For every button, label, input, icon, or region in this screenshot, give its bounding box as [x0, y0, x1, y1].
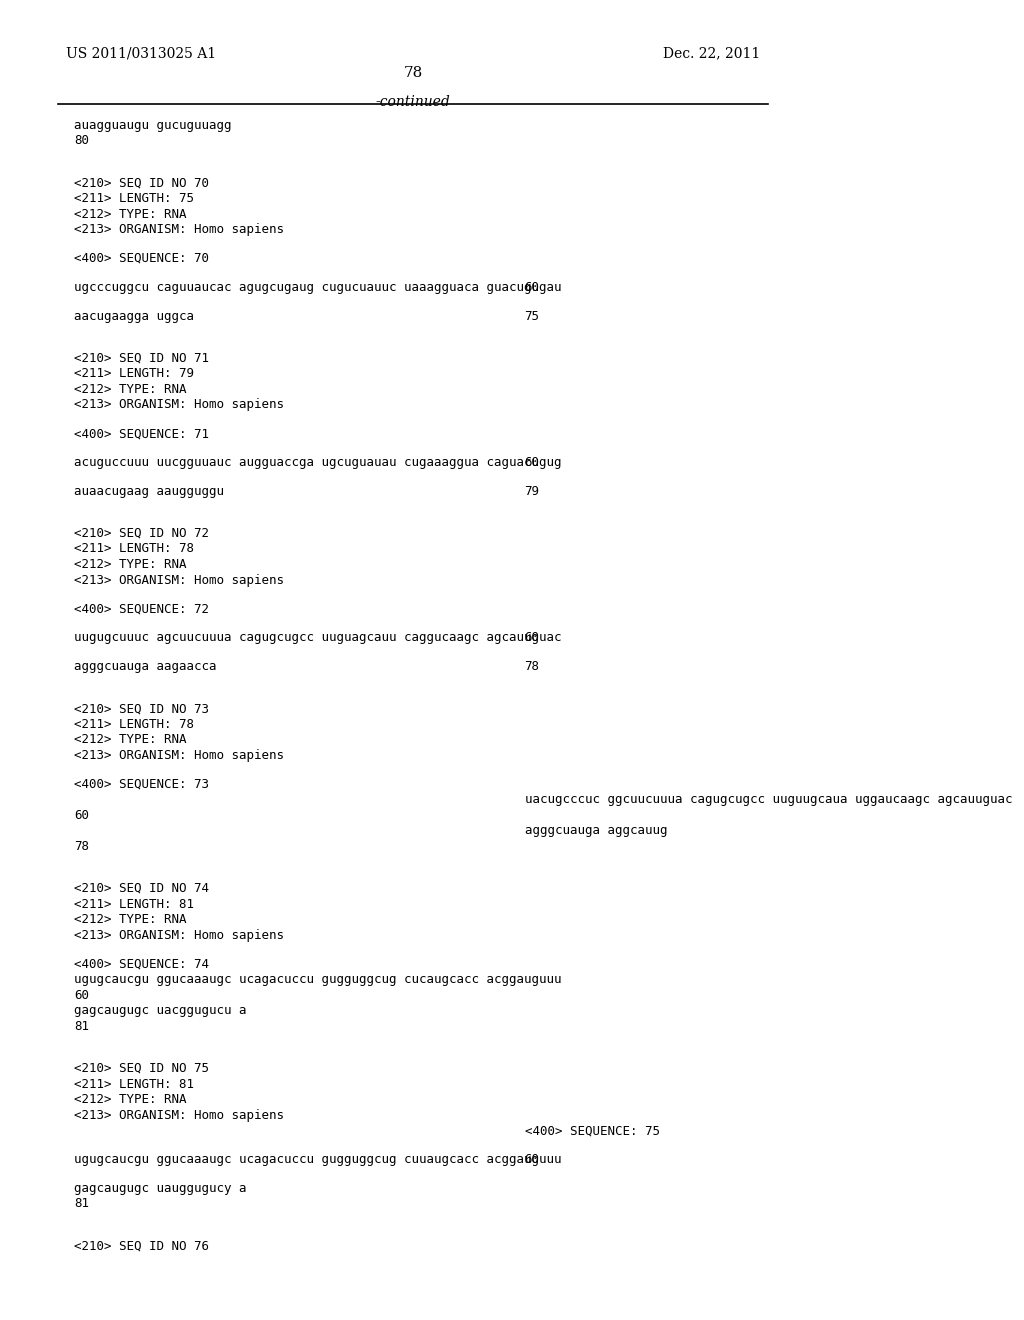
Text: <400> SEQUENCE: 74: <400> SEQUENCE: 74 — [75, 957, 209, 970]
Text: <210> SEQ ID NO 76: <210> SEQ ID NO 76 — [75, 1239, 209, 1253]
Text: <210> SEQ ID NO 72: <210> SEQ ID NO 72 — [75, 527, 209, 540]
Text: <210> SEQ ID NO 73: <210> SEQ ID NO 73 — [75, 702, 209, 715]
Text: <400> SEQUENCE: 72: <400> SEQUENCE: 72 — [75, 602, 209, 615]
Text: 81: 81 — [75, 1197, 89, 1210]
Text: 79: 79 — [524, 484, 540, 498]
Text: <213> ORGANISM: Homo sapiens: <213> ORGANISM: Homo sapiens — [75, 1109, 285, 1122]
Text: <210> SEQ ID NO 70: <210> SEQ ID NO 70 — [75, 177, 209, 190]
Text: <212> TYPE: RNA: <212> TYPE: RNA — [75, 207, 186, 220]
Text: <400> SEQUENCE: 70: <400> SEQUENCE: 70 — [75, 252, 209, 265]
Text: uacugcccuc ggcuucuuua cagugcugcc uuguugcaua uggaucaagc agcauuguac: uacugcccuc ggcuucuuua cagugcugcc uuguugc… — [524, 793, 1012, 807]
Text: <213> ORGANISM: Homo sapiens: <213> ORGANISM: Homo sapiens — [75, 399, 285, 412]
Text: 80: 80 — [75, 135, 89, 148]
Text: <210> SEQ ID NO 71: <210> SEQ ID NO 71 — [75, 351, 209, 364]
Text: <213> ORGANISM: Homo sapiens: <213> ORGANISM: Homo sapiens — [75, 929, 285, 941]
Text: gagcaugugc uauggugucу a: gagcaugugc uauggugucу a — [75, 1181, 247, 1195]
Text: 60: 60 — [524, 281, 540, 294]
Text: <211> LENGTH: 75: <211> LENGTH: 75 — [75, 191, 195, 205]
Text: -continued: -continued — [376, 95, 451, 110]
Text: <212> TYPE: RNA: <212> TYPE: RNA — [75, 913, 186, 927]
Text: Dec. 22, 2011: Dec. 22, 2011 — [663, 46, 760, 61]
Text: 75: 75 — [524, 310, 540, 322]
Text: 60: 60 — [75, 809, 89, 822]
Text: 78: 78 — [524, 660, 540, 673]
Text: auaacugaag aaugguggu: auaacugaag aaugguggu — [75, 484, 224, 498]
Text: auagguaugu gucuguuagg: auagguaugu gucuguuagg — [75, 119, 231, 132]
Text: <211> LENGTH: 78: <211> LENGTH: 78 — [75, 543, 195, 556]
Text: agggcuauga aagaacca: agggcuauga aagaacca — [75, 660, 217, 673]
Text: <400> SEQUENCE: 71: <400> SEQUENCE: 71 — [75, 428, 209, 440]
Text: <211> LENGTH: 79: <211> LENGTH: 79 — [75, 367, 195, 380]
Text: gagcaugugc uacggugucu a: gagcaugugc uacggugucu a — [75, 1005, 247, 1018]
Text: 60: 60 — [524, 1154, 540, 1166]
Text: <400> SEQUENCE: 75: <400> SEQUENCE: 75 — [524, 1125, 659, 1138]
Text: <211> LENGTH: 81: <211> LENGTH: 81 — [75, 898, 195, 911]
Text: 78: 78 — [403, 66, 423, 81]
Text: <212> TYPE: RNA: <212> TYPE: RNA — [75, 1093, 186, 1106]
Text: <210> SEQ ID NO 74: <210> SEQ ID NO 74 — [75, 882, 209, 895]
Text: 78: 78 — [75, 840, 89, 853]
Text: ugugcaucgu ggucaaaugc ucagacuccu gugguggcug cucaugcacc acggauguuu: ugugcaucgu ggucaaaugc ucagacuccu guggugg… — [75, 973, 562, 986]
Text: 60: 60 — [524, 631, 540, 644]
Text: <212> TYPE: RNA: <212> TYPE: RNA — [75, 558, 186, 572]
Text: agggcuauga aggcauug: agggcuauga aggcauug — [524, 825, 667, 837]
Text: <212> TYPE: RNA: <212> TYPE: RNA — [75, 734, 186, 746]
Text: <211> LENGTH: 78: <211> LENGTH: 78 — [75, 718, 195, 731]
Text: 81: 81 — [75, 1020, 89, 1032]
Text: uugugcuuuc agcuucuuua cagugcugcc uuguagcauu caggucaagc agcauuguac: uugugcuuuc agcuucuuua cagugcugcc uuguagc… — [75, 631, 562, 644]
Text: <213> ORGANISM: Homo sapiens: <213> ORGANISM: Homo sapiens — [75, 748, 285, 762]
Text: <210> SEQ ID NO 75: <210> SEQ ID NO 75 — [75, 1061, 209, 1074]
Text: ugcccuggcu caguuaucac agugcugaug cugucuauuc uaaagguaca guacugugau: ugcccuggcu caguuaucac agugcugaug cugucua… — [75, 281, 562, 294]
Text: <213> ORGANISM: Homo sapiens: <213> ORGANISM: Homo sapiens — [75, 223, 285, 236]
Text: 60: 60 — [524, 455, 540, 469]
Text: <213> ORGANISM: Homo sapiens: <213> ORGANISM: Homo sapiens — [75, 574, 285, 586]
Text: US 2011/0313025 A1: US 2011/0313025 A1 — [67, 46, 216, 61]
Text: aacugaagga uggca: aacugaagga uggca — [75, 310, 195, 322]
Text: acuguccuuu uucgguuauc augguaccga ugcuguauau cugaaaggua caguacugug: acuguccuuu uucgguuauc augguaccga ugcugua… — [75, 455, 562, 469]
Text: <212> TYPE: RNA: <212> TYPE: RNA — [75, 383, 186, 396]
Text: <400> SEQUENCE: 73: <400> SEQUENCE: 73 — [75, 777, 209, 791]
Text: ugugcaucgu ggucaaaugc ucagacuccu gugguggcug cuuaugcacc acggauguuu: ugugcaucgu ggucaaaugc ucagacuccu guggugg… — [75, 1154, 562, 1166]
Text: <211> LENGTH: 81: <211> LENGTH: 81 — [75, 1077, 195, 1090]
Text: 60: 60 — [75, 989, 89, 1002]
